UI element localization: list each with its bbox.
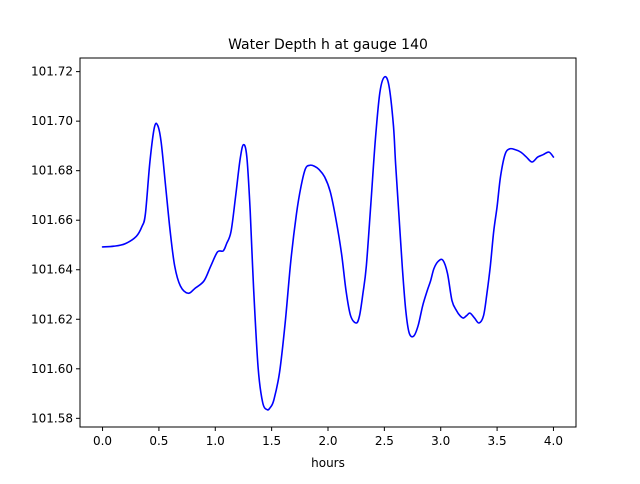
x-tick-label: 2.5: [375, 434, 394, 448]
x-tick-label: 4.0: [544, 434, 563, 448]
y-tick-label: 101.58: [31, 411, 73, 425]
y-tick-label: 101.60: [31, 362, 73, 376]
plot-frame: [79, 57, 577, 428]
x-axis-title: hours: [311, 456, 345, 470]
y-tick-label: 101.70: [31, 114, 73, 128]
y-tick-label: 101.62: [31, 312, 73, 326]
x-tick-label: 3.0: [431, 434, 450, 448]
chart-title: Water Depth h at gauge 140: [228, 37, 428, 53]
x-tick-label: 0.5: [149, 434, 168, 448]
x-axis-ticks: 0.0 0.5 1.0 1.5 2.0 2.5 3.0 3.5 4.0: [93, 427, 563, 448]
series-line: [101, 75, 555, 411]
y-tick-label: 101.72: [31, 65, 73, 79]
series-layer: [101, 75, 555, 411]
x-tick-label: 3.5: [488, 434, 507, 448]
x-tick-label: 0.0: [93, 434, 112, 448]
y-axis-ticks: 101.58 101.60 101.62 101.64 101.66 101.68 101.…: [31, 65, 80, 425]
plot-area: [80, 58, 576, 427]
y-tick-label: 101.68: [31, 164, 73, 178]
y-tick-label: 101.66: [31, 213, 73, 227]
y-tick-label: 101.64: [31, 263, 73, 277]
x-tick-label: 1.0: [206, 434, 225, 448]
x-tick-label: 2.0: [318, 434, 337, 448]
x-tick-label: 1.5: [262, 434, 281, 448]
